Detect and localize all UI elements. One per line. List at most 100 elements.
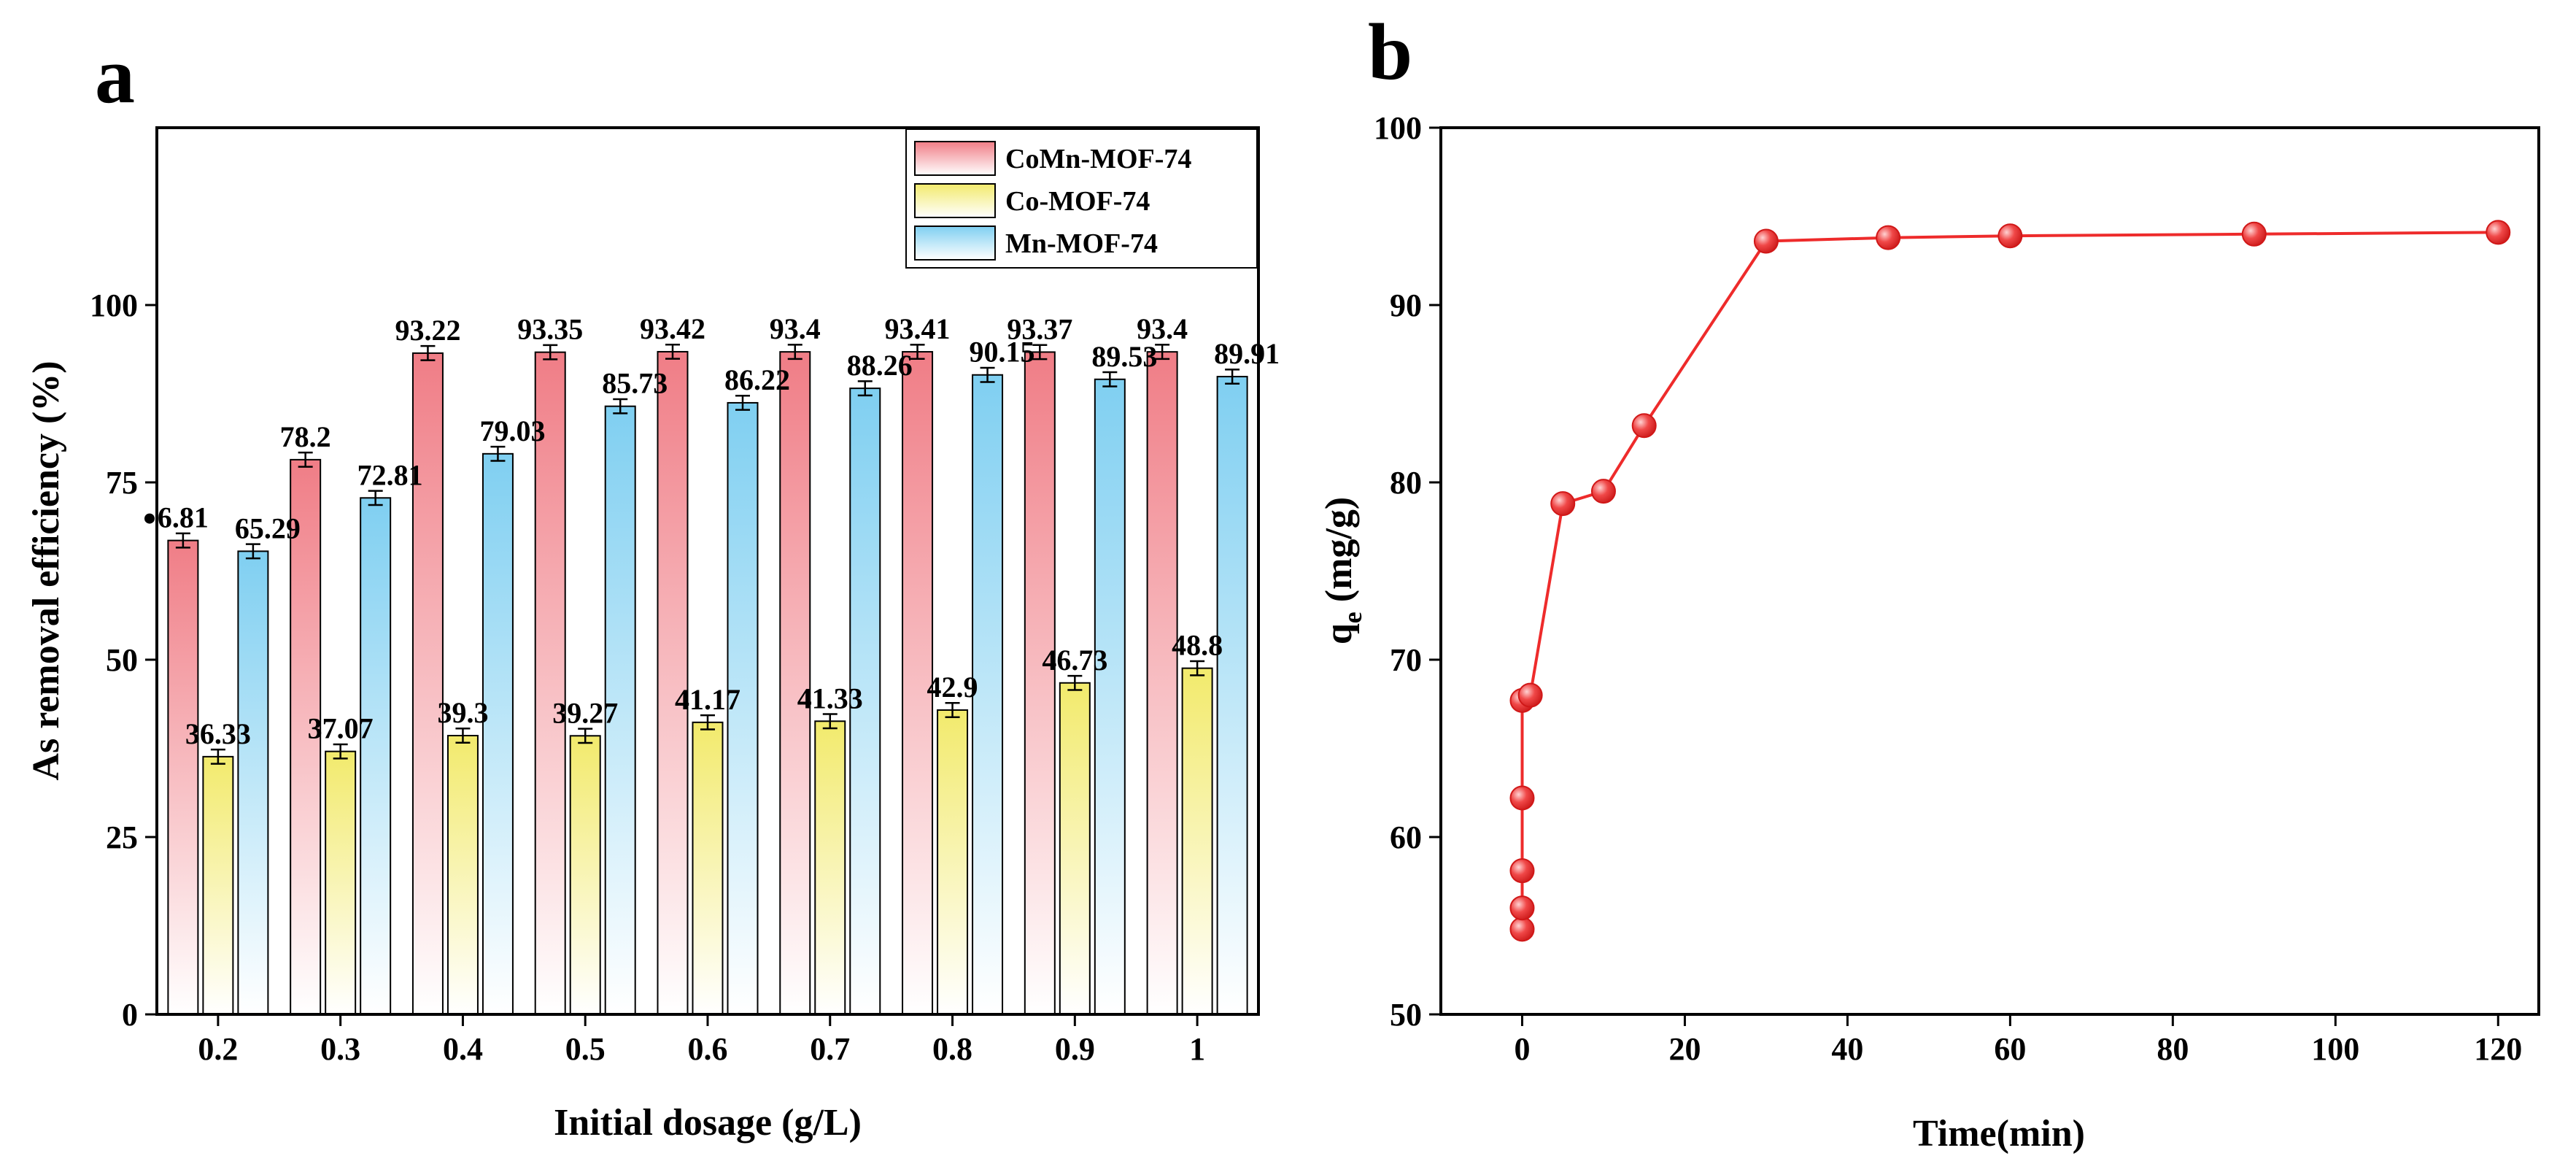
panel-a-error-bars: [175, 343, 1240, 765]
b-x-tick-label-60: 60: [1994, 1031, 2026, 1067]
panel-a-legend: CoMn-MOF-74 Co-MOF-74 Mn-MOF-74: [905, 128, 1258, 269]
data-point-13: [2486, 220, 2511, 245]
data-label-1-8: 48.8: [1172, 629, 1223, 662]
bar-comn-mof-74-0.3: [290, 458, 322, 1015]
data-point-0: [1509, 917, 1535, 942]
data-point-5: [1517, 682, 1543, 708]
b-x-tick-label-100: 100: [2311, 1031, 2359, 1067]
bar-comn-mof-74-0.5: [534, 351, 566, 1015]
data-point-11: [1997, 223, 2023, 249]
data-label-1-6: 42.9: [927, 671, 978, 703]
panel-a-data-labels: 6.81 36.33 65.29 78.2 37.07 72.81 93.22 39.3 79.…: [144, 312, 1280, 750]
data-label-0-6: 93.41: [885, 312, 951, 345]
bar-co-mof-74-0.8: [937, 709, 969, 1016]
bar-co-mof-74-1: [1181, 667, 1213, 1015]
x-tick-label-0.4: 0.4: [443, 1031, 483, 1067]
b-y-tick-label-70: 70: [1390, 642, 1422, 678]
series-line: [1520, 231, 2499, 930]
panel-a-y-axis: 0 25 50 75 100: [90, 288, 157, 1033]
legend-label-0: CoMn-MOF-74: [1005, 144, 1191, 174]
b-y-tick-label-50: 50: [1390, 997, 1422, 1033]
bar-mn-mof-74-0.2: [237, 550, 269, 1015]
data-label-0-5: 93.4: [770, 312, 821, 345]
panel-b-points: [1509, 220, 2511, 942]
panel-a-x-axis: 0.2 0.3 0.4 0.5 0.6 0.7 0.8 0.9 1: [198, 1014, 1205, 1067]
data-point-10: [1876, 225, 1901, 250]
bar-co-mof-74-0.2: [202, 755, 234, 1016]
legend-swatch-2: [914, 225, 996, 261]
b-y-tick-label-90: 90: [1390, 288, 1422, 323]
data-label-2-8: 89.91: [1214, 337, 1280, 370]
data-label-0-2: 93.22: [395, 314, 460, 347]
y-tick-label-75: 75: [106, 465, 138, 501]
x-tick-label-0.6: 0.6: [688, 1031, 728, 1067]
bar-co-mof-74-0.9: [1059, 682, 1091, 1016]
bar-mn-mof-74-1: [1216, 376, 1248, 1015]
bar-mn-mof-74-0.3: [360, 497, 392, 1015]
data-label-2-0: 65.29: [235, 512, 301, 544]
y-tick-label-0: 0: [122, 997, 138, 1033]
data-point-7: [1590, 479, 1616, 504]
x-tick-label-0.8: 0.8: [932, 1031, 972, 1067]
bar-mn-mof-74-0.8: [972, 374, 1004, 1015]
data-label-0-4: 93.42: [640, 312, 705, 345]
panel-b: b 50 60 70 80 90 100 0 20 40 60 80 100 120 Time(min…: [1318, 7, 2540, 1154]
data-point-6: [1550, 491, 1576, 517]
x-tick-label-0.7: 0.7: [810, 1031, 850, 1067]
bar-mn-mof-74-0.4: [481, 452, 514, 1015]
x-tick-label-0.9: 0.9: [1055, 1031, 1095, 1067]
legend-label-1: Co-MOF-74: [1005, 186, 1150, 217]
bar-co-mof-74-0.4: [446, 735, 479, 1016]
bar-co-mof-74-0.6: [692, 721, 724, 1015]
label-marker-dot: [144, 513, 155, 524]
legend-swatch-1: [914, 183, 996, 218]
panel-b-x-axis: 0 20 40 60 80 100 120: [1514, 1014, 2522, 1067]
bar-comn-mof-74-0.4: [411, 352, 444, 1015]
panel-b-series-line: [1520, 231, 2499, 930]
data-label-1-5: 41.33: [797, 682, 863, 714]
data-label-2-4: 86.22: [724, 363, 790, 396]
data-label-1-4: 41.17: [675, 683, 740, 716]
bar-comn-mof-74-1: [1146, 351, 1178, 1016]
b-x-tick-label-20: 20: [1668, 1031, 1701, 1067]
y-tick-label-50: 50: [106, 642, 138, 678]
b-x-tick-label-120: 120: [2474, 1031, 2522, 1067]
panel-a-x-axis-title: Initial dosage (g/L): [554, 1102, 862, 1144]
data-label-0-0: 6.81: [158, 501, 209, 534]
data-label-0-3: 93.35: [517, 313, 583, 346]
legend-swatch-0: [914, 141, 996, 176]
bar-mn-mof-74-0.7: [849, 388, 881, 1015]
data-label-0-8: 93.4: [1137, 312, 1188, 345]
panel-b-letter: b: [1368, 7, 1412, 96]
b-x-tick-label-80: 80: [2157, 1031, 2189, 1067]
data-label-1-2: 39.3: [437, 696, 488, 729]
panel-a: a 6.81 36.33 65.29 78.2 37.07 72.81 93.22 39.3 7…: [26, 31, 1280, 1144]
panel-b-y-axis-title-main: q: [1318, 623, 1360, 644]
data-point-3: [1509, 785, 1535, 811]
bar-mn-mof-74-0.9: [1094, 378, 1126, 1015]
data-point-2: [1509, 858, 1535, 884]
data-label-0-1: 78.2: [280, 420, 331, 453]
b-y-tick-label-100: 100: [1374, 110, 1422, 146]
bar-mn-mof-74-0.5: [604, 405, 636, 1015]
data-point-12: [2241, 221, 2267, 247]
panel-b-plot-frame: [1439, 126, 2540, 1016]
panel-b-y-axis-title: qe (mg/g): [1318, 497, 1367, 644]
x-tick-label-0.5: 0.5: [565, 1031, 606, 1067]
data-label-2-2: 79.03: [479, 415, 545, 447]
data-label-2-1: 72.81: [357, 458, 423, 491]
b-x-tick-label-40: 40: [1831, 1031, 1863, 1067]
data-label-1-3: 39.27: [552, 696, 618, 729]
y-tick-label-100: 100: [90, 288, 138, 323]
bar-co-mof-74-0.5: [569, 735, 601, 1015]
x-tick-label-0.3: 0.3: [320, 1031, 360, 1067]
panel-a-y-axis-title: As removal efficiency (%): [26, 361, 67, 780]
legend-label-2: Mn-MOF-74: [1005, 228, 1158, 259]
panel-b-y-axis: 50 60 70 80 90 100: [1374, 110, 1441, 1033]
bar-comn-mof-74-0.7: [779, 351, 811, 1016]
data-label-0-7: 93.37: [1007, 312, 1072, 345]
bar-comn-mof-74-0.9: [1024, 351, 1056, 1015]
panel-b-y-axis-title-sub: e: [1338, 612, 1367, 623]
data-label-1-0: 36.33: [185, 717, 251, 750]
